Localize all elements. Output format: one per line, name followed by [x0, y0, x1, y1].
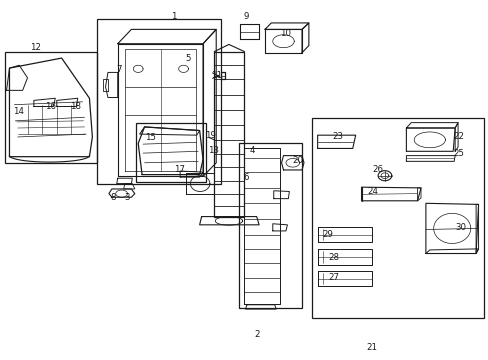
Text: 4: 4 [249, 146, 254, 155]
Text: 8: 8 [110, 193, 116, 202]
Text: 7: 7 [117, 65, 122, 74]
Text: 28: 28 [328, 253, 339, 262]
Bar [238, 143, 302, 309]
Bar [311, 118, 484, 318]
Text: 21: 21 [366, 343, 377, 352]
Text: 11: 11 [211, 71, 222, 80]
Text: 6: 6 [243, 173, 248, 182]
Text: 13: 13 [207, 146, 219, 155]
Text: 18: 18 [70, 102, 81, 111]
Text: 19: 19 [204, 131, 215, 140]
Text: 29: 29 [322, 230, 333, 239]
Bar [4, 51, 97, 163]
Text: 16: 16 [44, 102, 56, 111]
Text: 23: 23 [331, 132, 343, 141]
Text: 24: 24 [366, 187, 378, 196]
Bar [136, 123, 206, 182]
Text: 10: 10 [279, 29, 290, 38]
Text: 3: 3 [124, 193, 129, 202]
Text: 1: 1 [171, 12, 176, 21]
Text: 22: 22 [452, 132, 463, 141]
Bar [97, 19, 221, 184]
Text: 15: 15 [144, 133, 155, 142]
Text: 25: 25 [452, 149, 463, 158]
Text: 30: 30 [454, 223, 465, 232]
Text: 17: 17 [173, 165, 184, 174]
Text: 2: 2 [253, 330, 259, 339]
Text: 12: 12 [30, 43, 41, 52]
Text: 14: 14 [13, 107, 24, 116]
Text: 9: 9 [243, 12, 248, 21]
Text: 20: 20 [292, 156, 303, 165]
Text: 5: 5 [184, 54, 190, 63]
Text: 27: 27 [328, 273, 339, 282]
Text: 26: 26 [371, 166, 383, 175]
